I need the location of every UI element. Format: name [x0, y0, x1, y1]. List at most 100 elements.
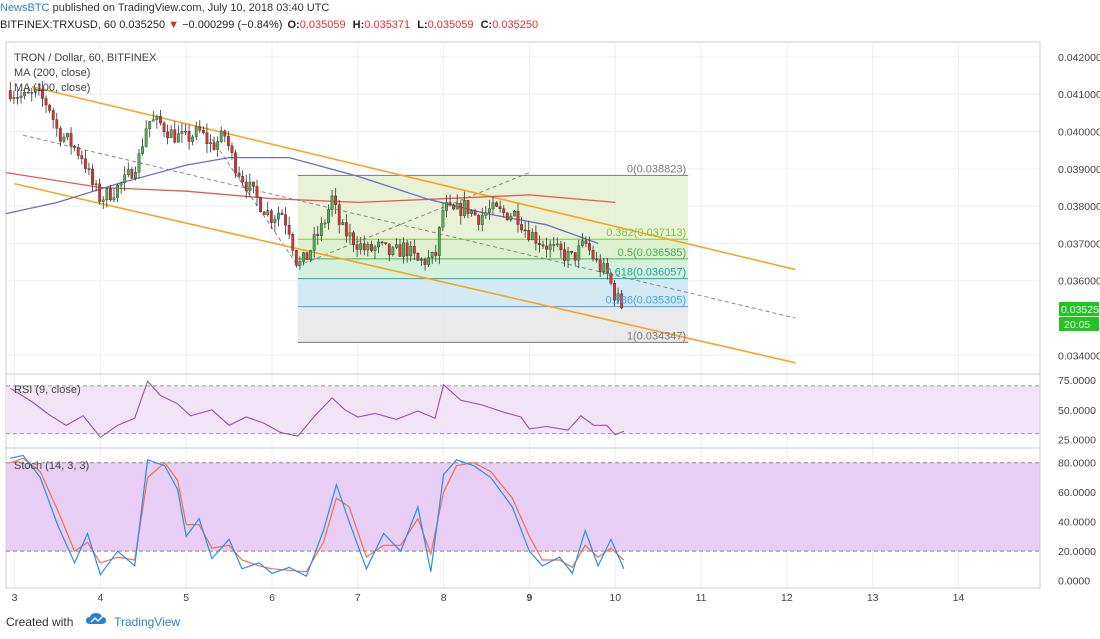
- candle-down: [55, 119, 59, 129]
- candle-up: [580, 240, 584, 246]
- candle-down: [573, 252, 577, 261]
- fib-level-label: 1(0.034347): [627, 330, 686, 342]
- candle-down: [448, 202, 452, 206]
- candle-up: [602, 263, 606, 273]
- symbol-label: BITFINEX:TRXUSD, 60: [0, 19, 117, 31]
- candle-up: [312, 233, 316, 251]
- main-grid: [6, 42, 1040, 588]
- chart-area[interactable]: 0(0.038823) 0.382(0.037113) 0.5(0.036585) 0…: [0, 34, 1100, 606]
- candle-down: [595, 258, 599, 261]
- main-pane[interactable]: 0(0.038823) 0.382(0.037113) 0.5(0.036585) 0…: [5, 41, 1041, 588]
- high-value: 0.035371: [364, 19, 411, 31]
- fib-band: [297, 258, 689, 279]
- candle-up: [148, 120, 152, 129]
- candle-down: [80, 155, 84, 159]
- candle-up: [248, 181, 252, 192]
- candle-down: [316, 233, 320, 236]
- candle-down: [198, 126, 202, 131]
- candle-down: [477, 214, 481, 225]
- stoch-d-line: [10, 457, 625, 573]
- candle-down: [584, 240, 588, 244]
- tradingview-brand[interactable]: TradingView: [114, 615, 181, 629]
- candle-up: [484, 212, 488, 216]
- candle-up: [377, 241, 380, 248]
- rsi-pane[interactable]: RSI (9, close): [5, 373, 1041, 449]
- rsi-tick-label: 50.0000: [1058, 405, 1096, 417]
- candle-down: [380, 241, 384, 244]
- candle-down: [362, 243, 366, 251]
- candle-down: [76, 147, 80, 156]
- candle-up: [359, 243, 363, 250]
- price-axis[interactable]: 0.042000 0.041000 0.040000 0.039000 0.038000…: [1039, 42, 1100, 588]
- candle-down: [48, 104, 52, 111]
- candle-down: [252, 181, 255, 187]
- candle-down: [230, 145, 234, 153]
- candle-down: [498, 206, 502, 209]
- candle-down: [234, 152, 237, 174]
- candle-down: [262, 211, 266, 215]
- channel-line: [31, 85, 796, 271]
- candle-up: [509, 215, 513, 221]
- candle-down: [559, 243, 563, 251]
- candle-up: [94, 183, 98, 186]
- candle-down: [26, 92, 30, 94]
- candle-down: [73, 145, 77, 148]
- candle-up: [191, 136, 195, 142]
- candle-down: [8, 90, 12, 100]
- rsi-indicator: [6, 380, 1040, 439]
- candle-up: [530, 232, 534, 241]
- candle-down: [16, 97, 19, 99]
- candle-down: [269, 210, 273, 223]
- candle-down: [37, 89, 41, 91]
- candle-up: [134, 172, 137, 179]
- descending-channel[interactable]: [14, 85, 796, 364]
- candle-down: [355, 244, 359, 250]
- price-tick-label: 0.036000: [1058, 276, 1100, 288]
- time-tick-label: 10: [609, 592, 621, 604]
- ma200-legend: MA (200, close): [14, 67, 90, 79]
- chart-title: TRON / Dollar, 60, BITFINEX: [14, 52, 157, 64]
- candle-up: [402, 242, 405, 257]
- time-tick-label: 4: [97, 592, 103, 604]
- candle-up: [277, 212, 280, 220]
- candle-down: [545, 245, 548, 250]
- candle-down: [613, 283, 616, 301]
- last-price: 0.035250: [119, 19, 166, 31]
- candle-up: [462, 200, 466, 216]
- time-axis[interactable]: 3 4 5 6 7 8 9 10 11 12 13 14: [6, 587, 1040, 604]
- candle-up: [616, 293, 620, 301]
- candle-down: [387, 243, 391, 255]
- candle-up: [430, 251, 434, 258]
- current-price-marker: 0.035250 20:05: [1059, 302, 1100, 331]
- footer: Created with TradingView: [0, 606, 1100, 639]
- candle-down: [166, 131, 170, 138]
- candle-down: [291, 234, 295, 251]
- candle-down: [244, 181, 248, 192]
- candle-down: [370, 244, 373, 251]
- candle-down: [241, 176, 245, 183]
- time-tick-label: 8: [441, 592, 447, 604]
- time-tick-label: 12: [781, 592, 793, 604]
- candle-down: [605, 263, 609, 274]
- publisher-name[interactable]: NewsBTC: [0, 2, 50, 14]
- price-tick-label: 0.039000: [1058, 164, 1100, 176]
- time-tick-label: 7: [355, 592, 361, 604]
- stoch-tick-label: 60.0000: [1058, 487, 1096, 499]
- candle-up: [219, 130, 223, 142]
- created-with-label: Created with: [6, 615, 74, 629]
- stoch-tick-label: 40.0000: [1058, 517, 1096, 529]
- candle-up: [548, 244, 552, 250]
- candle-up: [119, 182, 123, 186]
- candle-up: [327, 209, 330, 224]
- rsi-tick-label: 25.0000: [1058, 435, 1096, 447]
- stoch-legend: Stoch (14, 3, 3): [14, 460, 89, 472]
- rsi-legend: RSI (9, close): [14, 384, 81, 396]
- candle-down: [173, 129, 177, 143]
- candle-down: [505, 212, 509, 221]
- candle-up: [577, 245, 581, 261]
- stoch-pane[interactable]: Stoch (14, 3, 3): [5, 447, 1041, 589]
- candle-down: [523, 229, 527, 232]
- candle-up: [513, 211, 516, 217]
- fibonacci-retracement[interactable]: [23, 134, 796, 343]
- candle-down: [51, 110, 55, 120]
